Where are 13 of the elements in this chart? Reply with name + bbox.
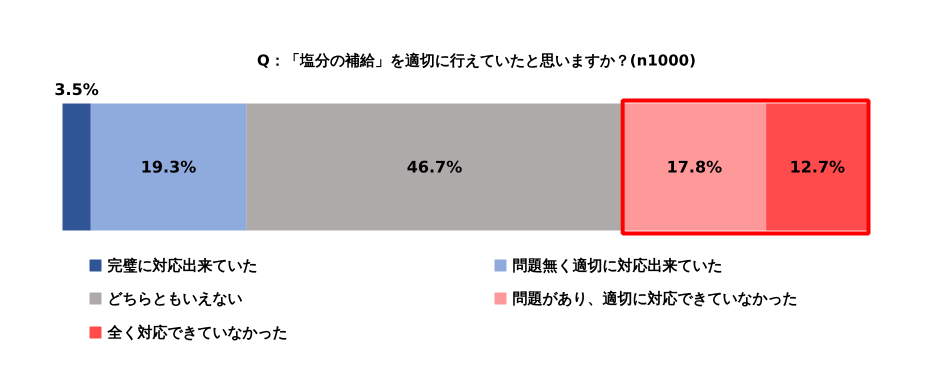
data-label: 19.3%	[140, 158, 196, 176]
legend-label: 問題があり、適切に対応できていなかった	[512, 290, 798, 308]
chart-title: Q：「塩分の補給」を適切に行えていたと思いますか？(n1000)	[257, 52, 696, 70]
legend-label: 完璧に対応出来ていた	[108, 256, 258, 274]
legend-label: 全く対応できていなかった	[106, 324, 288, 342]
bar	[90, 104, 246, 230]
data-label: 17.8%	[666, 158, 722, 176]
bar	[62, 104, 91, 230]
data-label: 12.7%	[790, 158, 846, 176]
legend-label: どちらともいえない	[108, 290, 242, 308]
data-label: 3.5%	[54, 80, 99, 99]
data-label: 46.7%	[406, 158, 462, 176]
legend-label: 問題無く適切に対応出来ていた	[512, 256, 722, 274]
